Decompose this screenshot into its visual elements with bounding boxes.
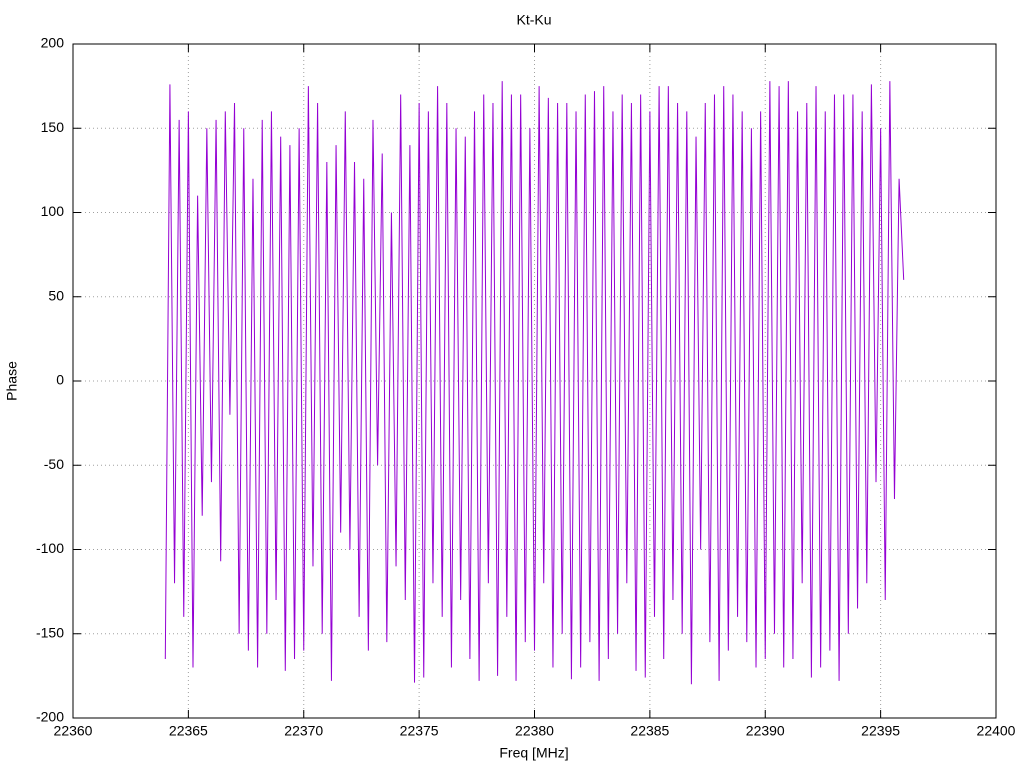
x-tick-label: 22395 [861, 723, 900, 739]
y-tick-label: -150 [36, 624, 64, 640]
x-tick-label: 22365 [169, 723, 208, 739]
y-tick-label: -50 [44, 456, 64, 472]
x-tick-label: 22385 [630, 723, 669, 739]
x-tick-label: 22375 [400, 723, 439, 739]
y-tick-label: -200 [36, 709, 64, 725]
y-tick-label: 0 [56, 372, 64, 388]
y-tick-label: 100 [41, 203, 65, 219]
y-axis-label: Phase [4, 361, 20, 401]
x-axis-label: Freq [MHz] [499, 745, 568, 761]
y-tick-label: -100 [36, 540, 64, 556]
y-tick-label: 150 [41, 119, 65, 135]
x-tick-label: 22370 [284, 723, 323, 739]
x-tick-label: 22380 [515, 723, 554, 739]
y-tick-label: 50 [48, 287, 64, 303]
plot-border [72, 43, 997, 719]
x-tick-label: 22360 [54, 723, 93, 739]
data-line [164, 81, 905, 685]
x-tick-label: 22400 [977, 723, 1016, 739]
chart-title: Kt-Ku [516, 12, 551, 28]
y-tick-label: 200 [41, 35, 65, 51]
x-tick-label: 22390 [746, 723, 785, 739]
